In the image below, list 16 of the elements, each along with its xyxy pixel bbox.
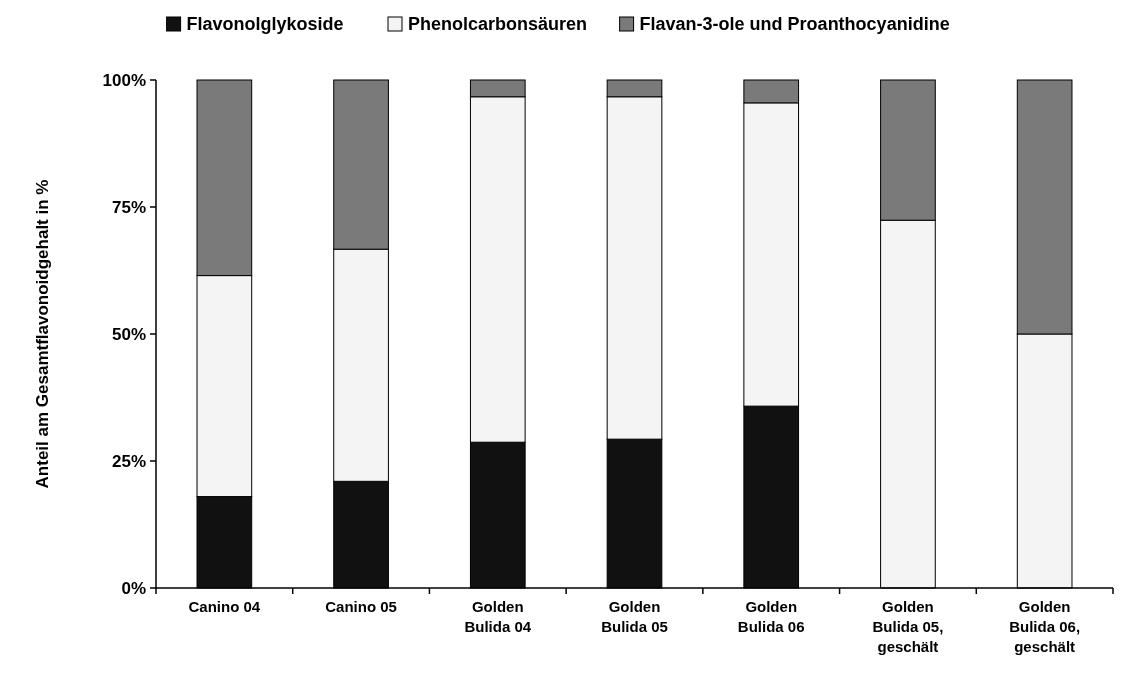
y-tick-label: 0% [121, 579, 146, 598]
x-tick-label: Golden Bulida 04 [464, 598, 532, 635]
legend-label: Flavonolglykoside [186, 14, 344, 34]
legend-label: Flavan-3-ole und Proanthocyanidine [639, 14, 950, 34]
y-axis-title: Anteil am Gesamtflavonoidgehalt in % [33, 179, 52, 489]
y-tick-label: 50% [111, 325, 146, 344]
y-tick-label: 75% [111, 198, 146, 217]
x-tick-label: Golden Bulida 05, geschält [872, 598, 944, 655]
x-tick-label: Canino 05 [325, 598, 397, 615]
y-tick-label: 25% [111, 452, 146, 471]
y-tick-label: 100% [102, 71, 146, 90]
x-tick-label: Golden Bulida 06 [737, 598, 805, 635]
x-tick-label: Canino 04 [188, 598, 261, 615]
x-tick-label: Golden Bulida 06, geschält [1009, 598, 1081, 655]
x-tick-label: Golden Bulida 05 [601, 598, 668, 635]
legend-label: Phenolcarbonsäuren [408, 14, 588, 34]
